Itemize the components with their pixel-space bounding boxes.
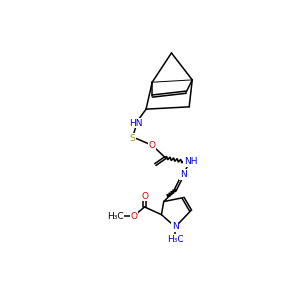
Text: O: O <box>130 212 137 221</box>
Text: H₃C: H₃C <box>107 212 124 221</box>
Text: NH: NH <box>184 157 197 166</box>
Text: S: S <box>129 134 135 143</box>
Text: H₃C: H₃C <box>167 235 184 244</box>
Text: O: O <box>149 141 156 150</box>
Text: O: O <box>141 192 148 201</box>
Text: N: N <box>172 223 179 232</box>
Text: N: N <box>180 170 186 179</box>
Text: HN: HN <box>129 118 143 127</box>
